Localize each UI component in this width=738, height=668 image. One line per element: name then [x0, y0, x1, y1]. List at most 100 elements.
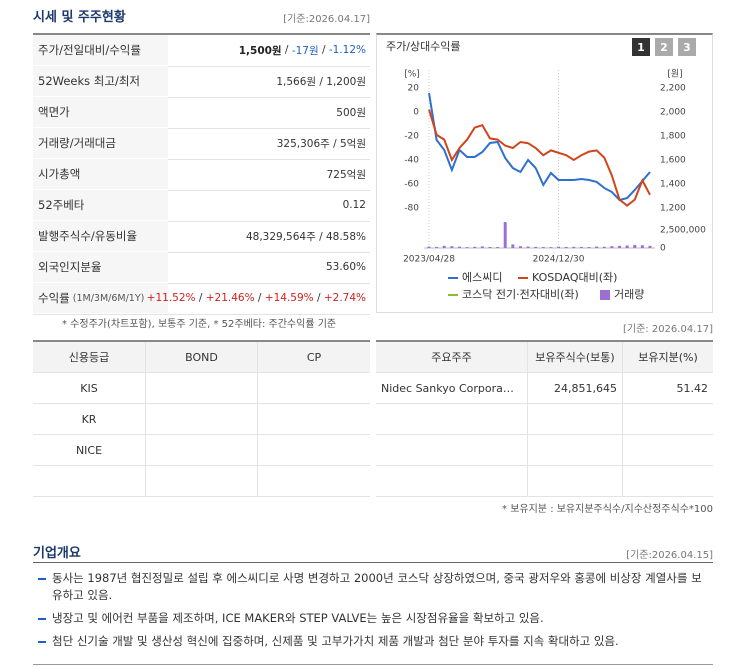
table-row: 52Weeks 최고/최저 1,566원 / 1,200원	[33, 66, 370, 98]
page-button-label: 2	[660, 41, 668, 54]
page-button[interactable]	[678, 38, 696, 56]
series-line	[428, 109, 651, 207]
cell	[527, 404, 622, 435]
cell: KIS	[33, 373, 145, 404]
row-label: 외국인지분율	[33, 252, 168, 282]
y2-tick-label: 1,800	[660, 132, 686, 142]
row-label: 주가/전일대비/수익률	[33, 35, 168, 65]
text: 첨단 신기술 개발 및 생산성 혁신에 집중하며, 신제품 및 고부가가치 제품…	[52, 634, 619, 648]
volume-tick-label: 0	[660, 244, 666, 254]
volume-bar	[618, 245, 622, 248]
cell	[145, 404, 257, 435]
text: +2.74%	[323, 292, 366, 304]
legend-label: KOSDAQ대비(좌)	[532, 271, 617, 284]
legend-swatch	[600, 290, 610, 300]
volume-bar	[610, 246, 614, 248]
table-row: 거래량/거래대금 325,306주 / 5억원	[33, 128, 370, 160]
volume-bar	[633, 244, 637, 248]
text: 동사는 1987년 협진정밀로 설립 후 에스씨디로 사명 변경하고 2000년…	[52, 571, 702, 602]
row-value: 53.60%	[326, 252, 366, 282]
note: * 보유지분 : 보유지분주식수/지수산정주식수*100	[502, 504, 713, 515]
text: 보유지분(%)	[638, 351, 698, 364]
volume-bar	[450, 246, 454, 248]
section-title: 기업개요	[33, 546, 81, 561]
bullet-dash	[38, 641, 46, 643]
page-button-label: 3	[683, 41, 691, 54]
table-row: 시가총액 725억원	[33, 159, 370, 191]
y2-tick-label: 2,000	[660, 108, 686, 118]
bullet-dash	[38, 578, 46, 580]
text: /	[195, 292, 206, 304]
y-tick-label: -60	[404, 180, 419, 190]
volume-bar	[587, 247, 591, 248]
cell	[376, 435, 527, 466]
row-label: 52Weeks 최고/최저	[33, 66, 168, 96]
row-label: 시가총액	[33, 159, 168, 189]
table-row: 발행주식수/유동비율 48,329,564주 / 48.58%	[33, 221, 370, 253]
volume-bar	[541, 247, 545, 248]
section-title: 시세 및 주주현황	[33, 10, 126, 25]
text: 52Weeks 최고/최저	[38, 74, 140, 88]
text: 신용등급	[68, 351, 110, 364]
cell	[257, 373, 370, 404]
text: 주가/전일대비/수익률	[38, 43, 141, 57]
text: 발행주식수/유동비율	[38, 229, 138, 243]
cell	[257, 435, 370, 466]
bullet: 동사는 1987년 협진정밀로 설립 후 에스씨디로 사명 변경하고 2000년…	[36, 570, 708, 604]
y-tick-label: 0	[413, 108, 419, 118]
shareholder-table: 주요주주 보유주식수(보통) 보유지분(%) Nidec Sankyo Corpora…	[376, 340, 713, 497]
row-label: 거래량/거래대금	[33, 128, 168, 158]
y-tick-label: 20	[408, 84, 420, 94]
bullet: 첨단 신기술 개발 및 생산성 혁신에 집중하며, 신제품 및 고부가가치 제품…	[36, 633, 708, 650]
cell	[376, 404, 527, 435]
text: 1,566원 / 1,200원	[276, 75, 366, 88]
page-button[interactable]	[655, 38, 673, 56]
text: 보유주식수(보통)	[535, 351, 615, 364]
text: 52주베타	[38, 198, 85, 212]
cell: 51.42	[622, 373, 713, 404]
row-value: 1,566원 / 1,200원	[276, 66, 366, 96]
date: [기준:2026.04.15]	[626, 550, 713, 561]
divider	[33, 664, 713, 665]
text: 51.42	[676, 381, 709, 395]
page-button[interactable]	[632, 38, 650, 56]
bullet: 냉장고 및 에어컨 부품을 제조하며, ICE MAKER와 STEP VALV…	[36, 610, 708, 627]
volume-bar	[488, 246, 492, 248]
volume-bar	[564, 246, 568, 248]
y2-tick-label: 1,400	[660, 180, 686, 190]
bullet-dash	[38, 618, 46, 620]
y2-tick-label: 2,200	[660, 84, 686, 94]
date: [기준: 2026.04.17]	[622, 324, 713, 335]
cell	[145, 435, 257, 466]
header-cell: CP	[257, 342, 370, 373]
row-value: 1,500원 / -17원 / -1.12%	[239, 35, 366, 65]
text: 0.12	[342, 199, 366, 211]
text: BOND	[185, 350, 218, 364]
text: -17원	[291, 44, 319, 57]
header-cell: 보유주식수(보통)	[527, 342, 622, 373]
row-value: 48,329,564주 / 48.58%	[246, 221, 366, 251]
cell	[145, 373, 257, 404]
divider	[33, 562, 713, 563]
cell	[257, 466, 370, 497]
y-tick-label: -80	[404, 204, 419, 214]
text: 냉장고 및 에어컨 부품을 제조하며, ICE MAKER와 STEP VALV…	[52, 611, 544, 625]
text: Nidec Sankyo Corpora…	[381, 381, 514, 395]
overview: 동사는 1987년 협진정밀로 설립 후 에스씨디로 사명 변경하고 2000년…	[36, 570, 708, 656]
volume-bar	[579, 246, 583, 248]
volume-bar	[572, 246, 576, 248]
volume-bar	[480, 246, 484, 248]
text: 수익률	[38, 291, 70, 305]
volume-bar	[496, 247, 500, 248]
row-value: 325,306주 / 5억원	[277, 128, 366, 158]
cell	[145, 466, 257, 497]
text: 액면가	[38, 105, 70, 119]
text: 시가총액	[38, 167, 81, 181]
stock-table: 주가/전일대비/수익률 1,500원 / -17원 / -1.12% 52Weeks…	[33, 33, 370, 315]
cell: NICE	[33, 435, 145, 466]
text: KR	[81, 412, 97, 426]
volume-bar	[427, 246, 431, 248]
text: 725억원	[326, 168, 366, 181]
legend-label: 코스닥 전기·전자대비(좌)	[462, 288, 579, 301]
